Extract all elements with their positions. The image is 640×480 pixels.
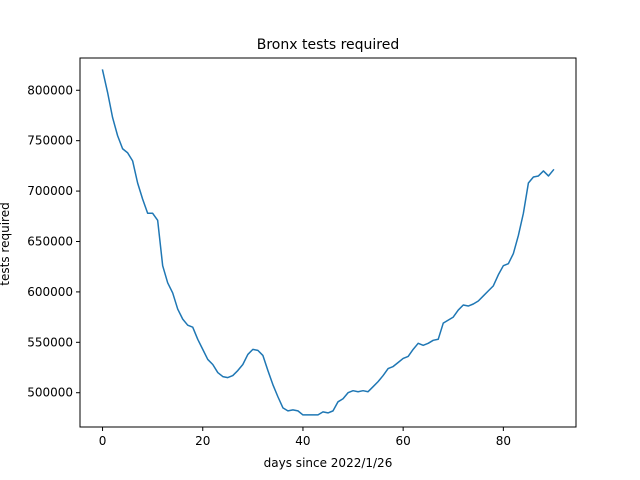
x-tick-label: 60 <box>396 434 411 448</box>
chart-title: Bronx tests required <box>257 37 400 53</box>
y-axis: 500000 550000 600000 650000 700000 750000 8000… <box>27 83 80 400</box>
y-tick-label: 600000 <box>27 285 73 299</box>
y-tick-label: 650000 <box>27 234 73 248</box>
x-tick-label: 20 <box>195 434 210 448</box>
y-tick-label: 700000 <box>27 184 73 198</box>
y-tick-label: 550000 <box>27 335 73 349</box>
y-tick-label: 750000 <box>27 134 73 148</box>
y-axis-label: tests required <box>0 202 12 285</box>
x-tick-label: 40 <box>295 434 310 448</box>
x-axis-label: days since 2022/1/26 <box>264 456 393 470</box>
series-line <box>101 69 555 416</box>
y-tick-label: 500000 <box>27 386 73 400</box>
y-tick-label: 800000 <box>27 83 73 97</box>
x-tick-label: 0 <box>99 434 107 448</box>
x-axis: 0 20 40 60 80 <box>99 427 511 448</box>
x-tick-label: 80 <box>496 434 511 448</box>
plot-frame <box>79 57 577 428</box>
data-layer <box>101 69 555 416</box>
